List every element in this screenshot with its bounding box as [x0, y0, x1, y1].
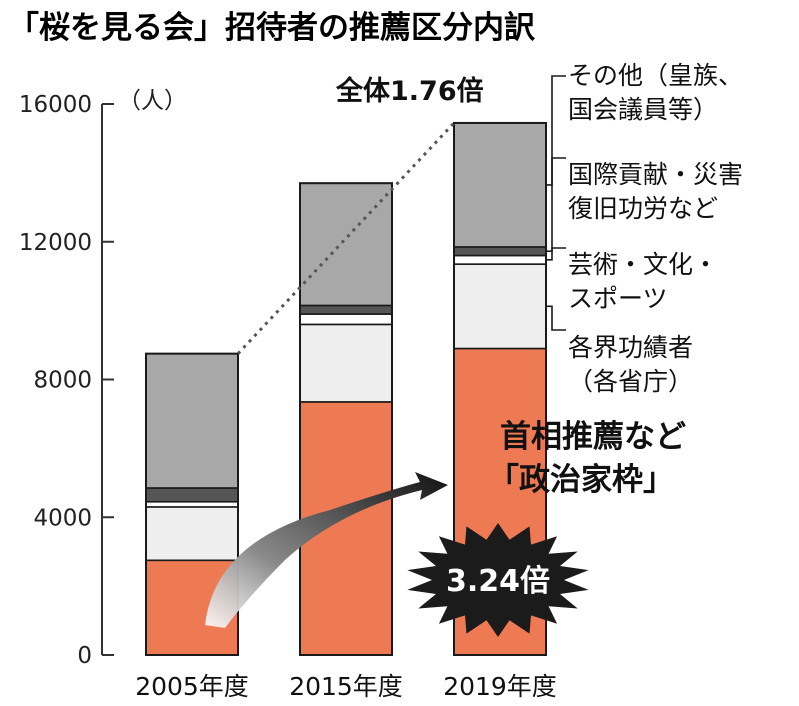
pm-label-line2: 「政治家枠」	[488, 462, 674, 498]
bar-segment	[145, 506, 239, 562]
legend-leader-line	[546, 157, 566, 253]
bar-segment	[299, 182, 393, 307]
bar-segment	[299, 313, 393, 326]
pm-ratio-label: 3.24倍	[446, 564, 550, 599]
pm-label-line1: 首相推薦など	[500, 419, 686, 455]
y-tick-label: 0	[77, 643, 92, 669]
legend-label: 国際貢献・災害	[568, 160, 743, 189]
legend-leader-line	[546, 247, 566, 261]
y-tick-label: 8000	[33, 368, 92, 394]
y-tick-label: 16000	[19, 92, 92, 118]
bar-segment	[299, 323, 393, 403]
legend-label: 各界功績者	[568, 333, 693, 362]
y-axis-ticks: 0 4000 8000 12000 16000	[19, 92, 114, 669]
legend-label: 国会議員等）	[568, 95, 718, 124]
y-axis-unit: （人）	[118, 88, 187, 114]
bar-outline	[299, 182, 393, 657]
legend: 各界功績者 （各省庁） 芸術・文化・スポーツ 国際貢献・災害復旧功労などその他（皇族、…	[546, 61, 743, 396]
legend-leader-line	[546, 305, 566, 331]
x-tick-label: 2019年度	[443, 672, 557, 701]
y-tick-label: 4000	[33, 505, 92, 531]
bar-segment	[453, 122, 547, 248]
x-axis-labels: 2005年度 2015年度 2019年度	[135, 672, 557, 701]
legend-leader-line	[546, 75, 566, 186]
legend-label: スポーツ	[568, 284, 668, 313]
bar-segment	[145, 352, 239, 489]
legend-label: （各省庁）	[568, 367, 693, 396]
legend-label: 芸術・文化・	[568, 250, 718, 279]
bar-segment	[453, 246, 547, 257]
y-tick-label: 12000	[19, 230, 92, 256]
growth-arrow	[205, 472, 448, 628]
bar-segment	[145, 487, 239, 503]
bar-segment	[299, 304, 393, 315]
bar-outline	[453, 121, 547, 657]
x-tick-label: 2005年度	[135, 672, 249, 701]
bar-segment	[453, 254, 547, 265]
chart-title: 「桜を見る会」招待者の推薦区分内訳	[8, 10, 536, 46]
ratio-burst-badge	[407, 523, 589, 637]
x-tick-label: 2015年度	[289, 672, 403, 701]
bar-segment	[453, 263, 547, 350]
bar-outline	[145, 352, 239, 656]
total-ratio-label: 全体1.76倍	[335, 75, 484, 107]
legend-label: 復旧功労など	[568, 194, 718, 223]
legend-label: その他（皇族、	[568, 61, 743, 90]
bars-group	[145, 121, 547, 657]
